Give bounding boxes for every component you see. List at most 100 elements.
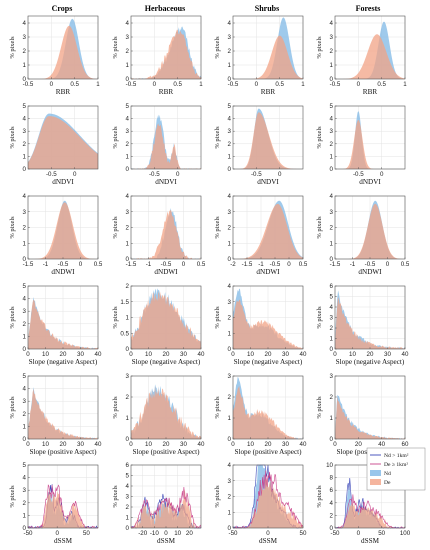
y-tick-label: 3: [23, 128, 27, 135]
y-axis-label: % pixels: [316, 36, 323, 59]
y-tick-label: 3: [126, 34, 130, 41]
y-tick-label: 5: [228, 103, 232, 110]
y-axis-label: % pixels: [214, 306, 221, 329]
x-axis-label: dNDWI: [358, 268, 382, 276]
y-tick-label: 6: [330, 487, 334, 494]
y-tick-label: 2: [126, 141, 130, 148]
y-tick-label: 0: [228, 525, 232, 532]
y-tick-label: 0: [23, 525, 27, 532]
x-tick-label: 30: [282, 441, 289, 448]
x-axis-label: RBR: [363, 88, 378, 96]
x-tick-label: 0: [333, 351, 337, 358]
y-tick-label: 1: [330, 153, 334, 160]
x-tick-label: 20: [60, 351, 67, 358]
y-tick-label: 0: [228, 346, 232, 353]
y-tick-label: 5: [126, 103, 130, 110]
legend-label-de-large: De ≥ 1km²: [384, 462, 408, 468]
x-tick-label: 40: [95, 441, 102, 448]
y-tick-label: 4: [126, 116, 130, 123]
x-tick-label: 0: [26, 351, 30, 358]
y-tick-label: 0: [23, 76, 27, 83]
y-tick-label: 5: [126, 473, 130, 480]
y-tick-label: 2: [330, 141, 334, 148]
series-de-area: [335, 296, 405, 349]
y-tick-label: 3: [330, 373, 334, 380]
y-axis-label: % pixels: [9, 306, 16, 329]
y-tick-label: 0.5: [120, 330, 129, 337]
series-de-area: [28, 299, 98, 349]
y-tick-label: 0: [23, 436, 27, 443]
panel-r2-c0: -1.5 -1 -0.5 0 0.5 0 1 2 3 4 dNDWI % pixels: [9, 193, 103, 276]
y-tick-label: 0: [126, 436, 130, 443]
x-axis-label: dSSM: [54, 537, 73, 545]
y-tick-label: 0: [330, 346, 334, 353]
legend-label-de: De: [384, 480, 391, 486]
y-axis-label: % pixels: [316, 485, 323, 508]
y-tick-label: 2: [228, 315, 232, 322]
y-tick-label: 0: [228, 256, 232, 263]
y-tick-label: 0: [126, 256, 130, 263]
y-tick-label: 2: [228, 494, 232, 501]
series-de-area: [335, 203, 405, 259]
y-tick-label: 6: [126, 462, 130, 469]
x-tick-label: -1.5: [242, 261, 253, 268]
x-tick-label: 0: [231, 441, 235, 448]
series-de-area: [28, 488, 98, 528]
legend: Nd > 1km² De ≥ 1km² Nd De: [366, 447, 426, 491]
x-tick-label: 0.5: [173, 81, 182, 88]
x-tick-label: -0.5: [270, 261, 281, 268]
panel-r1-c1: -0.5 0 0 1 2 3 4 5 dNDVI % pixels: [112, 103, 202, 186]
y-tick-label: 0: [228, 436, 232, 443]
y-axis-label: % pixels: [9, 36, 16, 59]
x-axis-label: dNDWI: [154, 268, 178, 276]
y-tick-label: 4: [23, 116, 27, 123]
x-tick-label: 0: [386, 261, 390, 268]
x-tick-label: 10: [145, 441, 152, 448]
y-tick-label: 2: [228, 394, 232, 401]
x-tick-label: 0: [380, 171, 384, 178]
x-tick-label: 0: [129, 441, 133, 448]
y-tick-label: 0: [23, 346, 27, 353]
x-tick-label: 0: [182, 261, 186, 268]
y-tick-label: 8: [330, 475, 334, 482]
panel-r3-c2: 0 10 20 30 40 0 1 2 3 4 Slope (negative Aspect) % p…: [214, 283, 307, 366]
x-tick-label: 0: [357, 530, 361, 537]
y-axis-label: % pixels: [214, 36, 221, 59]
x-axis-label: dNDVI: [52, 178, 74, 186]
y-tick-label: 1: [330, 336, 334, 343]
y-tick-label: 1: [23, 62, 27, 69]
y-axis-label: % pixels: [112, 396, 119, 419]
series-de-area: [233, 385, 303, 439]
axes-frame: [232, 15, 304, 80]
column-titles: Crops Herbaceous Shrubs Forests: [52, 4, 381, 13]
y-tick-label: 0: [330, 436, 334, 443]
series-de-area: [28, 388, 98, 439]
y-tick-label: 3: [23, 398, 27, 405]
series-de-area: [131, 210, 201, 259]
x-tick-label: -1: [146, 261, 152, 268]
x-tick-label: 0: [26, 441, 30, 448]
y-tick-label: 1: [330, 415, 334, 422]
y-tick-label: 3: [228, 299, 232, 306]
x-tick-label: 0.5: [401, 261, 410, 268]
x-tick-label: 60: [402, 441, 409, 448]
x-tick-label: 20: [60, 441, 67, 448]
y-tick-label: 0: [126, 166, 130, 173]
x-tick-label: 10: [145, 351, 152, 358]
y-tick-label: 1: [228, 509, 232, 516]
y-tick-label: 3: [228, 209, 232, 216]
y-tick-label: 2: [23, 141, 27, 148]
x-tick-label: 0.5: [197, 261, 206, 268]
y-tick-label: 4: [228, 193, 232, 200]
x-tick-label: 20: [367, 351, 374, 358]
y-tick-label: 3: [126, 373, 130, 380]
x-axis-label: RBR: [261, 88, 276, 96]
y-tick-label: 2: [126, 394, 130, 401]
y-tick-label: 0: [23, 256, 27, 263]
y-tick-label: 0: [23, 166, 27, 173]
y-tick-label: 3: [228, 373, 232, 380]
series-de-area: [233, 299, 303, 349]
x-axis-label: Slope (negative Aspect): [29, 358, 98, 366]
x-tick-label: -0.5: [353, 171, 364, 178]
